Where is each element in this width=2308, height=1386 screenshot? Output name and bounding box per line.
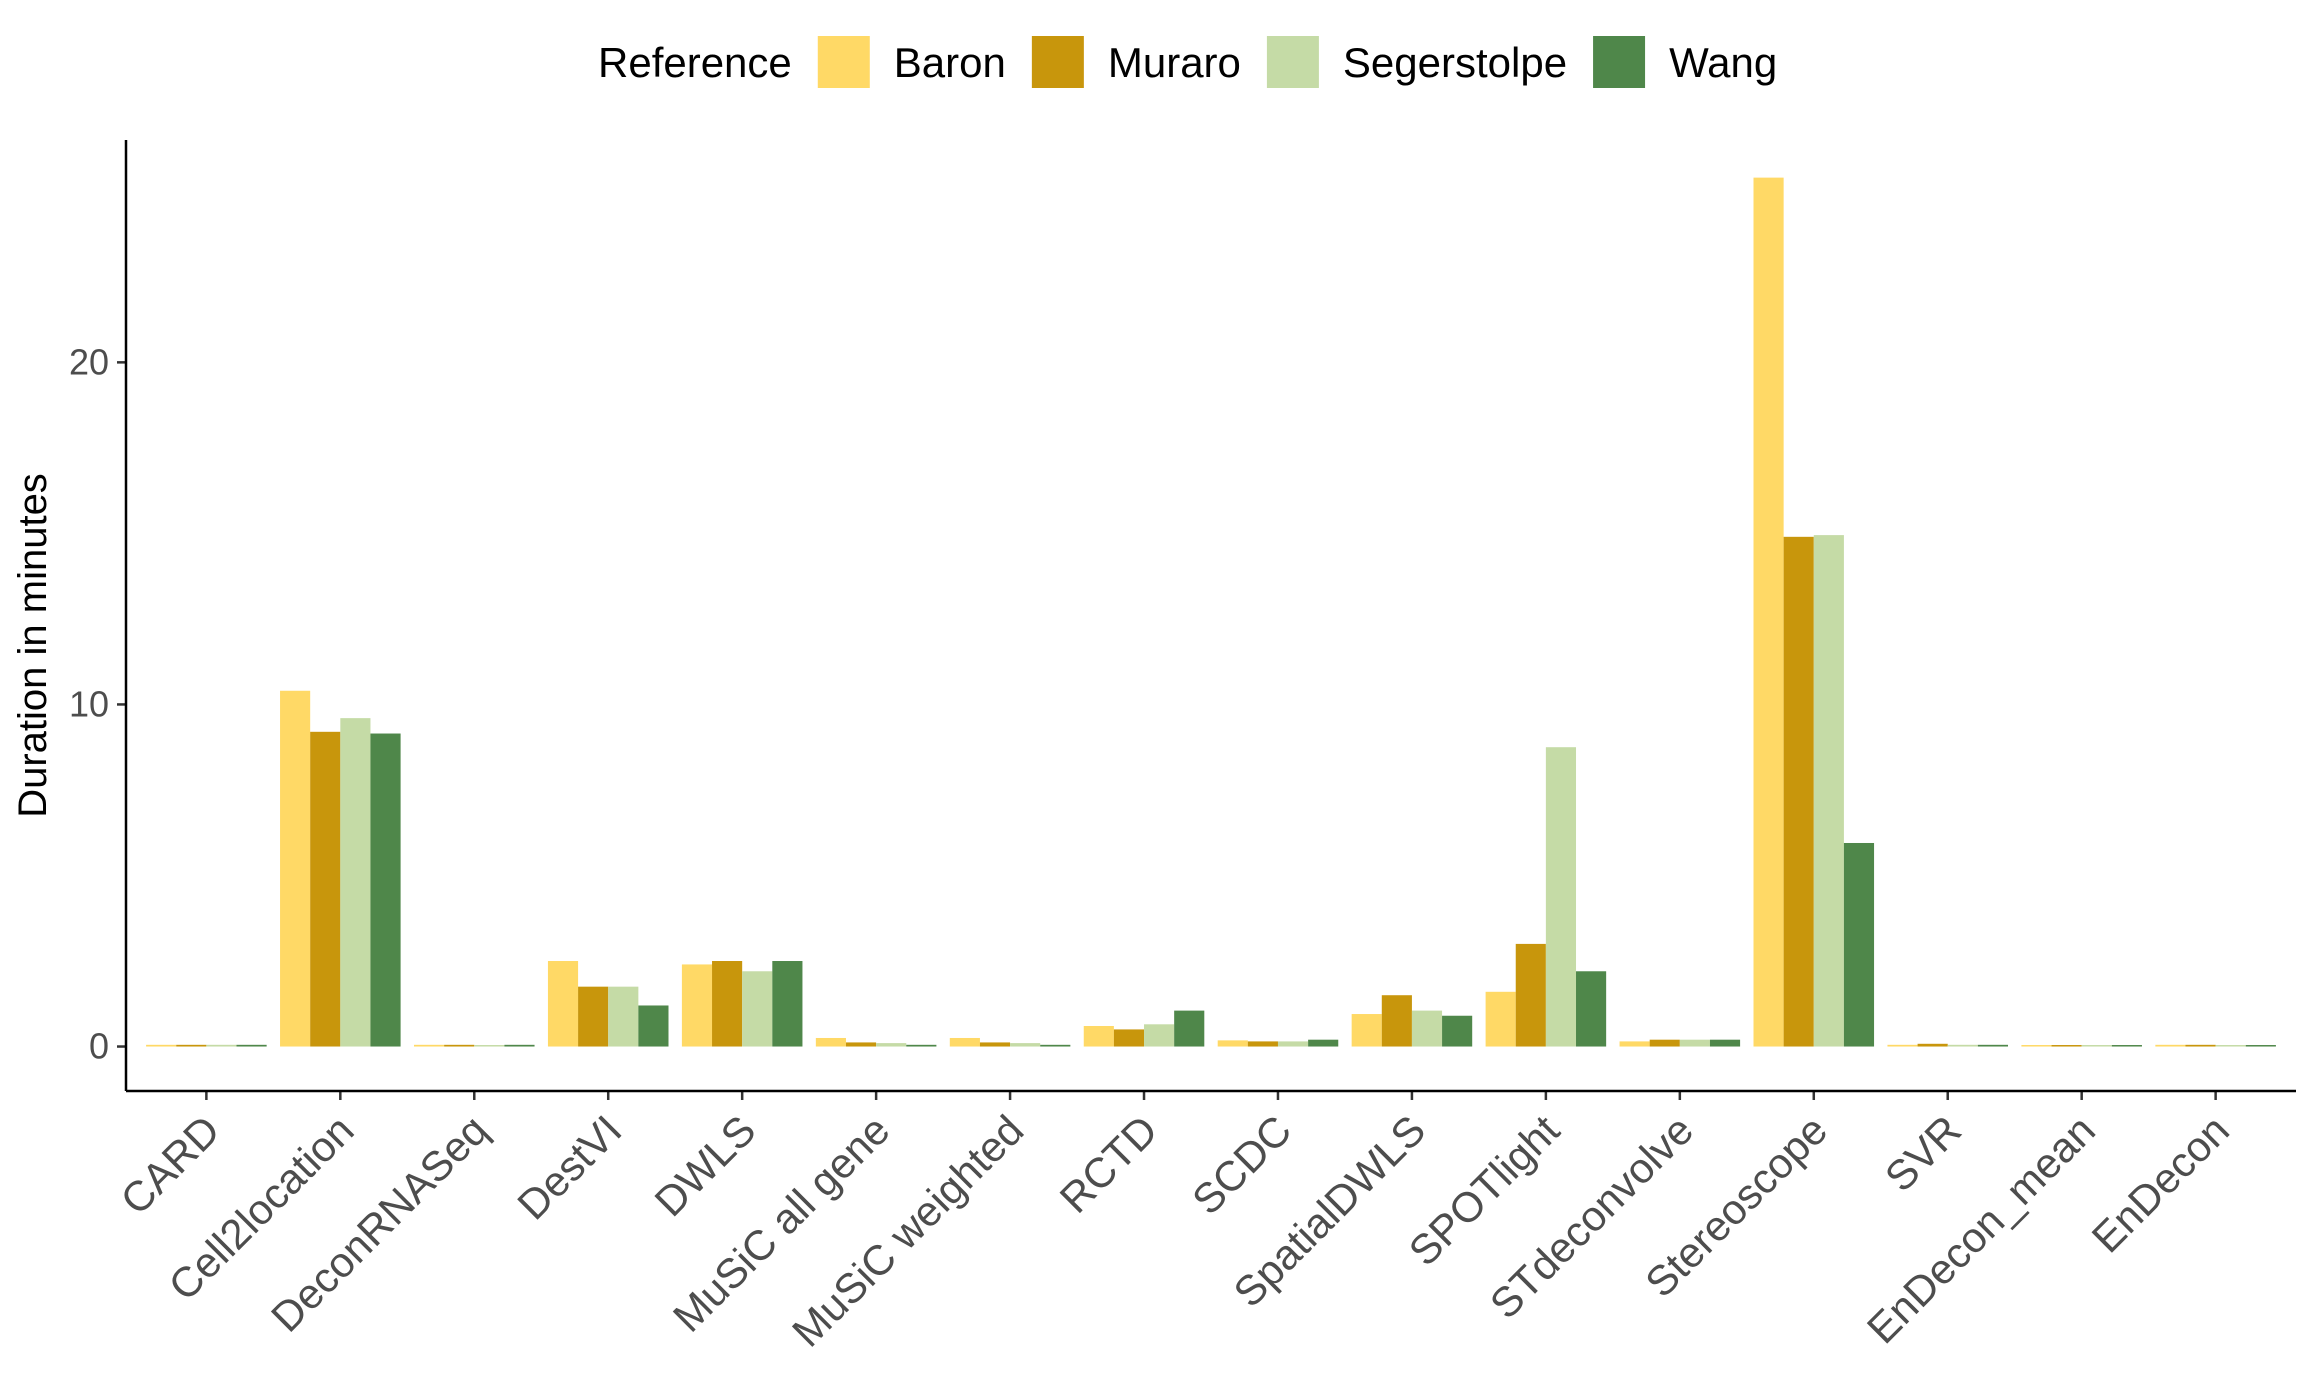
bar-wang-cell2location: [370, 733, 401, 1047]
bar-muraro-destvi: [578, 986, 609, 1047]
x-tick-label: EnDecon: [2083, 1106, 2238, 1261]
bar-segerstolpe-cell2location: [340, 718, 371, 1047]
bar-segerstolpe-rctd: [1144, 1024, 1175, 1047]
legend-swatch-wang: [1593, 36, 1646, 88]
legend-swatch-muraro: [1031, 36, 1084, 88]
bar-segerstolpe-music-all-gene: [876, 1043, 907, 1047]
bar-wang-dwls: [772, 961, 803, 1047]
bar-muraro-spotlight: [1515, 943, 1546, 1047]
bar-segerstolpe-endecon: [2215, 1045, 2246, 1047]
legend-swatch-baron: [817, 36, 870, 88]
bar-muraro-music-weighted: [979, 1042, 1011, 1047]
bar-baron-music-all-gene: [815, 1037, 846, 1047]
bar-baron-endecon-mean: [2021, 1045, 2052, 1047]
bar-baron-scdc: [1217, 1040, 1248, 1047]
bar-wang-destvi: [638, 1005, 669, 1047]
legend-swatch-segerstolpe: [1266, 36, 1319, 88]
bar-segerstolpe-dwls: [742, 971, 773, 1047]
bar-segerstolpe-stdeconvolve: [1679, 1039, 1710, 1047]
bar-segerstolpe-endecon-mean: [2081, 1045, 2112, 1047]
y-tick-label: 0: [89, 1026, 109, 1067]
y-tick-label: 10: [69, 683, 109, 724]
bar-wang-stdeconvolve: [1709, 1039, 1741, 1047]
bar-baron-dwls: [681, 964, 713, 1047]
bar-wang-deconrnaseq: [504, 1044, 535, 1047]
bar-baron-deconrnaseq: [413, 1044, 445, 1047]
bar-muraro-cell2location: [310, 731, 341, 1047]
bar-muraro-stereoscope: [1783, 536, 1814, 1047]
bar-wang-stereoscope: [1843, 842, 1875, 1047]
bar-baron-card: [146, 1044, 177, 1047]
legend-label-segerstolpe: Segerstolpe: [1343, 39, 1567, 86]
bar-baron-stdeconvolve: [1619, 1041, 1650, 1047]
bar-muraro-svr: [1917, 1043, 1948, 1047]
x-tick-label: CARD: [111, 1106, 228, 1223]
bar-baron-cell2location: [280, 690, 311, 1047]
x-tick-label: DWLS: [645, 1106, 764, 1225]
bar-segerstolpe-card: [206, 1044, 237, 1047]
bar-segerstolpe-svr: [1947, 1044, 1978, 1047]
bar-wang-endecon: [2245, 1045, 2276, 1047]
x-tick-label: EnDecon_mean: [1858, 1106, 2104, 1352]
bar-muraro-music-all-gene: [845, 1042, 877, 1047]
bar-baron-destvi: [547, 961, 579, 1047]
bar-muraro-card: [176, 1044, 207, 1047]
bar-wang-spatialdwls: [1442, 1015, 1473, 1047]
bar-baron-spotlight: [1485, 991, 1516, 1047]
y-axis-title: Duration in minutes: [11, 473, 55, 818]
bar-baron-music-weighted: [949, 1037, 980, 1047]
bar-segerstolpe-spatialdwls: [1411, 1010, 1443, 1047]
bar-muraro-endecon-mean: [2051, 1045, 2082, 1047]
bar-wang-rctd: [1174, 1010, 1205, 1047]
y-axis: 0 10 20: [69, 341, 126, 1067]
bar-segerstolpe-scdc: [1277, 1041, 1309, 1047]
x-tick-label: SCDC: [1183, 1106, 1300, 1223]
bar-wang-endecon-mean: [2111, 1045, 2142, 1047]
bars: [146, 177, 2276, 1047]
legend-label-muraro: Muraro: [1108, 39, 1241, 86]
bar-wang-music-all-gene: [906, 1044, 937, 1047]
bar-wang-scdc: [1308, 1039, 1339, 1047]
bar-muraro-scdc: [1247, 1041, 1278, 1047]
bar-wang-spotlight: [1576, 971, 1607, 1047]
bar-muraro-stdeconvolve: [1649, 1039, 1680, 1047]
bar-segerstolpe-stereoscope: [1813, 535, 1844, 1047]
x-tick-label: RCTD: [1051, 1106, 1167, 1222]
x-tick-label: DestVI: [508, 1106, 630, 1228]
bar-segerstolpe-destvi: [608, 986, 639, 1047]
legend-title: Reference: [598, 39, 792, 86]
bar-baron-stereoscope: [1753, 177, 1784, 1047]
bar-baron-endecon: [2155, 1044, 2186, 1047]
legend-label-wang: Wang: [1669, 39, 1777, 86]
bar-wang-card: [236, 1044, 267, 1047]
x-tick-label: MuSiC weighted: [783, 1106, 1032, 1355]
y-tick-label: 20: [69, 341, 109, 382]
bar-baron-spatialdwls: [1351, 1014, 1382, 1047]
bar-muraro-deconrnaseq: [444, 1044, 475, 1047]
bar-muraro-dwls: [712, 961, 743, 1047]
x-tick-label: SVR: [1876, 1106, 1970, 1200]
bar-segerstolpe-spotlight: [1545, 747, 1577, 1047]
bar-wang-svr: [1977, 1044, 2009, 1047]
bar-wang-music-weighted: [1040, 1044, 1071, 1047]
bar-segerstolpe-music-weighted: [1010, 1043, 1041, 1047]
legend-label-baron: Baron: [894, 39, 1006, 86]
bar-baron-svr: [1887, 1044, 1918, 1047]
bar-segerstolpe-deconrnaseq: [474, 1045, 505, 1047]
bar-muraro-rctd: [1113, 1029, 1145, 1047]
bar-baron-rctd: [1083, 1026, 1114, 1047]
legend: Reference Baron Muraro Segerstolpe Wang: [598, 36, 1777, 88]
bar-muraro-spatialdwls: [1381, 995, 1412, 1047]
bar-muraro-endecon: [2185, 1044, 2216, 1047]
